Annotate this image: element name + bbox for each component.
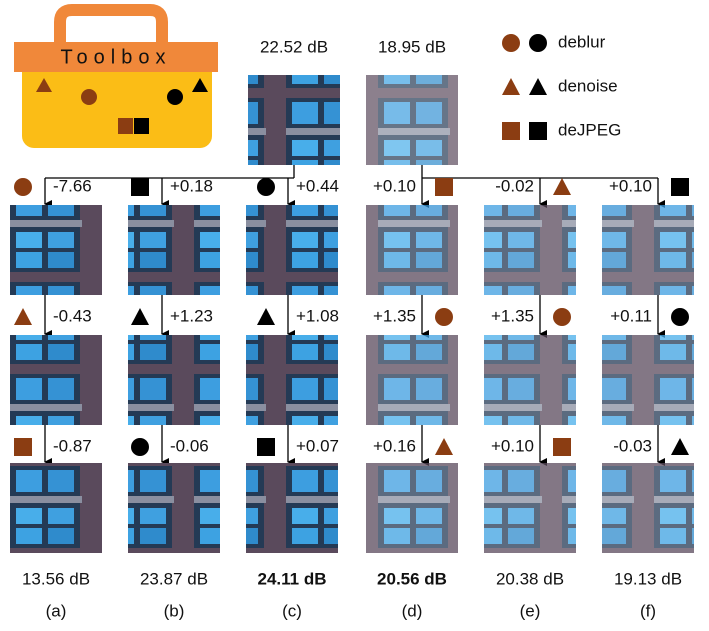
tool-icon (671, 308, 689, 326)
tool-icon (553, 178, 571, 195)
tool-icon (671, 178, 689, 196)
result-image (128, 335, 220, 425)
legend-label: denoise (558, 76, 618, 95)
result-image (366, 335, 458, 425)
tool-icon (14, 438, 32, 456)
source-psnr: 22.52 dB (260, 37, 328, 56)
result-image (366, 463, 458, 553)
tool-icon (257, 308, 275, 325)
step-delta: +1.35 (491, 306, 534, 325)
step-delta: -0.06 (170, 436, 209, 455)
branch-lines (45, 165, 658, 179)
step-delta: +0.10 (373, 176, 416, 195)
step-delta: +0.10 (491, 436, 534, 455)
step-delta: +0.18 (170, 176, 213, 195)
tool-icon (529, 34, 547, 52)
tool-icon (529, 122, 547, 140)
tool-icon (257, 178, 275, 196)
step-delta: +1.23 (170, 306, 213, 325)
column-letter: (b) (164, 601, 185, 620)
toolbox-label: Toolbox (61, 46, 172, 68)
tool-icon (257, 438, 275, 456)
tool-icon (131, 308, 149, 325)
tool-icon (502, 34, 520, 52)
step-delta: -0.02 (495, 176, 534, 195)
final-psnr: 13.56 dB (22, 569, 90, 588)
column-letter: (c) (282, 601, 302, 620)
result-image (246, 205, 338, 295)
source-image (366, 75, 458, 165)
tool-icon (502, 78, 520, 95)
column-letter: (f) (640, 601, 656, 620)
step-delta: +0.07 (296, 436, 339, 455)
result-image (246, 463, 338, 553)
final-psnr: 24.11 dB (258, 569, 327, 588)
tool-icon (435, 438, 453, 455)
step-delta: +0.16 (373, 436, 416, 455)
tool-icon (131, 438, 149, 456)
tool-icon (14, 178, 32, 196)
final-psnr: 19.13 dB (614, 569, 682, 588)
tool-icon (529, 78, 547, 95)
toolbox-icon (14, 4, 218, 148)
result-image (10, 205, 102, 295)
result-image (484, 335, 576, 425)
result-image (128, 463, 220, 553)
result-image (484, 205, 576, 295)
tool-icon (553, 308, 571, 326)
result-image (602, 205, 694, 295)
step-delta: +1.35 (373, 306, 416, 325)
tool-icon (131, 178, 149, 196)
tool-icon (435, 178, 453, 196)
tool-icon (435, 308, 453, 326)
step-delta: +1.08 (296, 306, 339, 325)
tool-icon (553, 438, 571, 456)
step-delta: +0.11 (610, 306, 652, 325)
final-psnr: 23.87 dB (140, 569, 208, 588)
column-letter: (e) (520, 601, 541, 620)
step-delta: -7.66 (53, 176, 92, 195)
step-delta: -0.03 (613, 436, 652, 455)
result-image (484, 463, 576, 553)
step-delta: +0.44 (296, 176, 339, 195)
step-delta: -0.87 (53, 436, 92, 455)
result-image (246, 335, 338, 425)
result-image (10, 463, 102, 553)
source-psnr: 18.95 dB (378, 37, 446, 56)
final-psnr: 20.56 dB (377, 569, 447, 588)
final-psnr: 20.38 dB (496, 569, 564, 588)
step-delta: -0.43 (53, 306, 92, 325)
source-image (248, 75, 340, 165)
column-letter: (d) (402, 601, 423, 620)
legend-label: deJPEG (558, 120, 621, 139)
column-letter: (a) (46, 601, 67, 620)
step-delta: +0.10 (609, 176, 652, 195)
legend-label: deblur (558, 32, 606, 51)
result-image (602, 463, 694, 553)
result-image (10, 335, 102, 425)
result-image (366, 205, 458, 295)
tool-icon (502, 122, 520, 140)
tool-icon (671, 438, 689, 455)
result-image (602, 335, 694, 425)
tool-icon (14, 308, 32, 325)
result-image (128, 205, 220, 295)
